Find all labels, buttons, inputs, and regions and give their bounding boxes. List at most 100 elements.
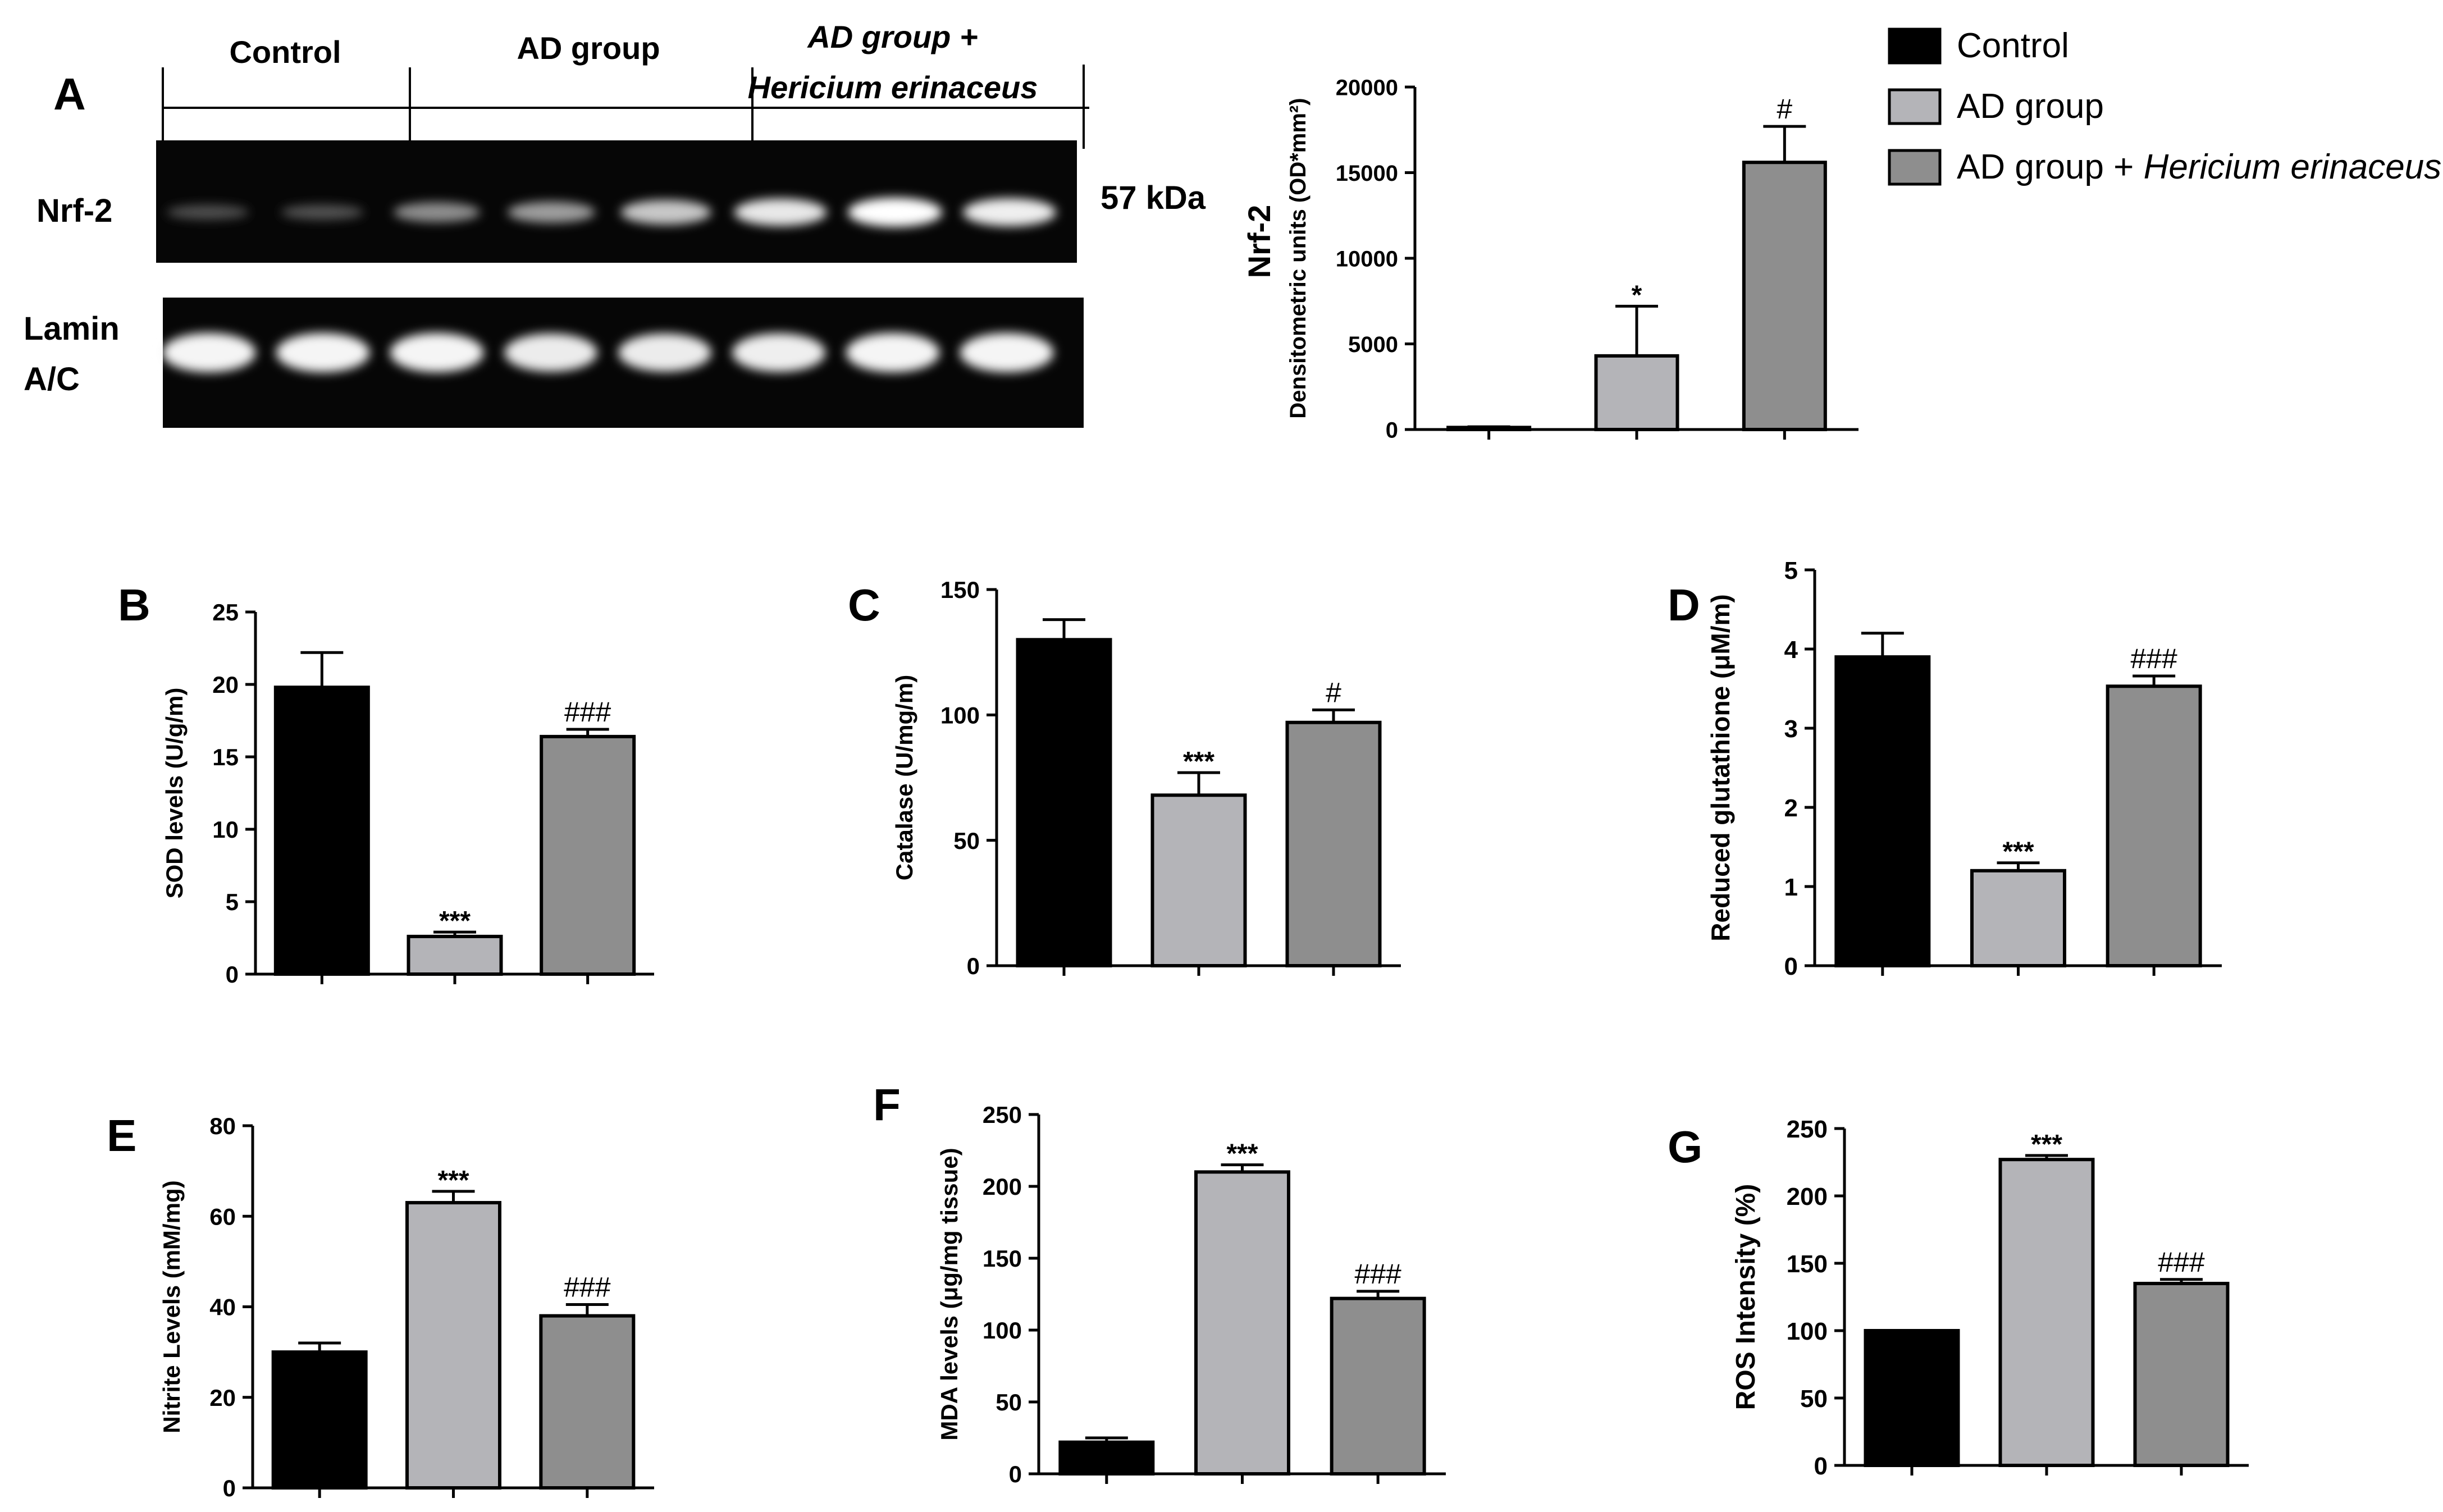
bands-lamin-band [618,333,711,372]
panel-letter-g: G [1668,1122,1702,1172]
nrf2-blot-strip [156,140,1077,263]
bar-adhe [1742,161,1827,431]
panel-letter-b: B [118,580,150,630]
y-tick-label: 150 [983,1245,1022,1272]
bands-lamin-band [732,333,826,372]
significance-label: *** [439,906,471,936]
blot-header-lines [162,65,1089,149]
panel-letter-f: F [873,1080,901,1130]
bar-adhe [1285,720,1382,967]
y-tick-label: 60 [209,1203,236,1230]
y-tick-label: 4 [1784,636,1798,664]
bands-lamin-band [276,332,370,373]
significance-label: # [1326,677,1341,708]
panel-letter-a: A [53,69,86,119]
significance-label: * [1632,280,1642,310]
significance-label: # [1777,93,1792,125]
y-tick-label: 250 [1787,1116,1828,1143]
bar-ad [1998,1158,2095,1467]
bands-lamin-band [390,332,484,373]
bar-adhe [540,734,636,976]
chart-a: 0 5000 10000 15000 20000 Densitometric units … [1241,75,1858,442]
significance-label: ### [1354,1258,1401,1290]
significance-label: ### [2130,643,2177,674]
bar-control [1834,655,1931,967]
y-tick-label: 100 [940,702,980,728]
bands-lamin-band [162,332,256,373]
y-tick-label: 20 [209,1385,236,1411]
bar-ad [1194,1170,1290,1476]
y-tick-label: 15 [212,744,239,770]
y-tick-label: 0 [1386,418,1398,442]
bands-nrf2-band [393,202,481,222]
y-tick-label: 5 [226,889,239,915]
legend-swatch-ad [1888,88,1942,125]
bands-lamin-band [960,332,1054,373]
chart-d: D 0 1 2 3 4 5 Reduced glutathione (μM/m) *** ### [1668,557,2222,980]
bands-lamin-band [504,333,597,372]
bands-nrf2-band [281,204,364,220]
y-tick-label: 150 [940,577,980,603]
y-tick-label: 100 [983,1317,1022,1344]
y-axis-main-label: Nrf-2 [1241,205,1277,278]
y-axis-label: Catalase (U/mg/m) [891,675,917,880]
y-axis-label: ROS Intensity (%) [1731,1184,1761,1410]
chart-f: F 0 50 100 150 200 250 MDA levels (μg/mg tissue… [873,1080,1446,1487]
panel-letter-e: E [107,1111,136,1161]
y-tick-label: 0 [223,1475,236,1501]
y-tick-label: 5 [1784,557,1798,584]
legend-label-control: Control [1957,26,2069,65]
blot-header-control: Control [229,34,341,70]
y-tick-label: 10000 [1336,246,1398,271]
bar-charts: 0 50 0 0 10000 15000 200 0 0 Densitometric units … [107,75,2249,1501]
western-blot: A Control AD group AD group + Hericium e… [24,19,1206,428]
significance-label: *** [1183,747,1214,776]
significance-label: ### [564,1271,611,1303]
y-axis-label: Reduced glutathione (μM/m) [1706,594,1735,941]
legend-label-adhe: AD group + Hericium erinaceus [1957,148,2441,186]
lamin-bands [162,332,1054,373]
y-axis-label: Densitometric units (OD*mm²) [1286,98,1310,418]
row-label-nrf2: Nrf-2 [36,193,112,229]
y-tick-label: 0 [1784,953,1798,980]
y-tick-label: 40 [209,1294,236,1321]
bar-control [273,686,370,976]
y-tick-label: 0 [1009,1461,1022,1487]
bands-nrf2-band [962,198,1057,226]
legend-swatch-control [1888,28,1942,65]
bands-nrf2-band [166,204,249,220]
bands-nrf2-band [508,202,595,223]
y-tick-label: 100 [1787,1318,1828,1345]
row-label-lamin-1: Lamin [24,310,120,347]
y-tick-label: 50 [953,828,980,854]
y-tick-label: 200 [983,1173,1022,1200]
blot-header-ad: AD group [517,30,660,66]
bar-ad [1970,869,2066,968]
bands-nrf2-band [848,198,942,227]
chart-b: B 0 5 10 15 20 25 SOD levels (U/g/m) *** ### [118,580,654,988]
y-axis-label: MDA levels (μg/mg tissue) [936,1148,962,1440]
y-tick-label: 50 [1800,1385,1828,1413]
bar-adhe [2133,1282,2230,1467]
legend-label-ad: AD group [1957,87,2104,126]
y-tick-label: 15000 [1336,161,1398,186]
bar-control [1864,1329,1960,1467]
chart-e: E 0 20 40 60 80 Nitrite Levels (mM/mg) *** ### [107,1111,654,1501]
y-tick-label: 0 [226,961,239,988]
bar-control [1058,1440,1155,1476]
y-tick-label: 10 [212,816,239,843]
bands-nrf2-band [734,198,827,226]
kda-label: 57 kDa [1101,180,1206,216]
significance-label: *** [1226,1139,1258,1169]
bar-ad [1150,793,1247,968]
bands-nrf2-band [620,200,711,225]
y-tick-label: 1 [1784,874,1798,901]
significance-label: *** [2002,837,2034,867]
chart-g: G 0 50 100 150 200 250 ROS Intensity (%) *** ### [1668,1116,2249,1480]
row-label-lamin-2: A/C [24,361,80,398]
significance-label: ### [2158,1246,2205,1278]
y-tick-label: 3 [1784,715,1798,743]
significance-label: *** [2031,1130,2062,1159]
y-tick-label: 200 [1787,1183,1828,1210]
